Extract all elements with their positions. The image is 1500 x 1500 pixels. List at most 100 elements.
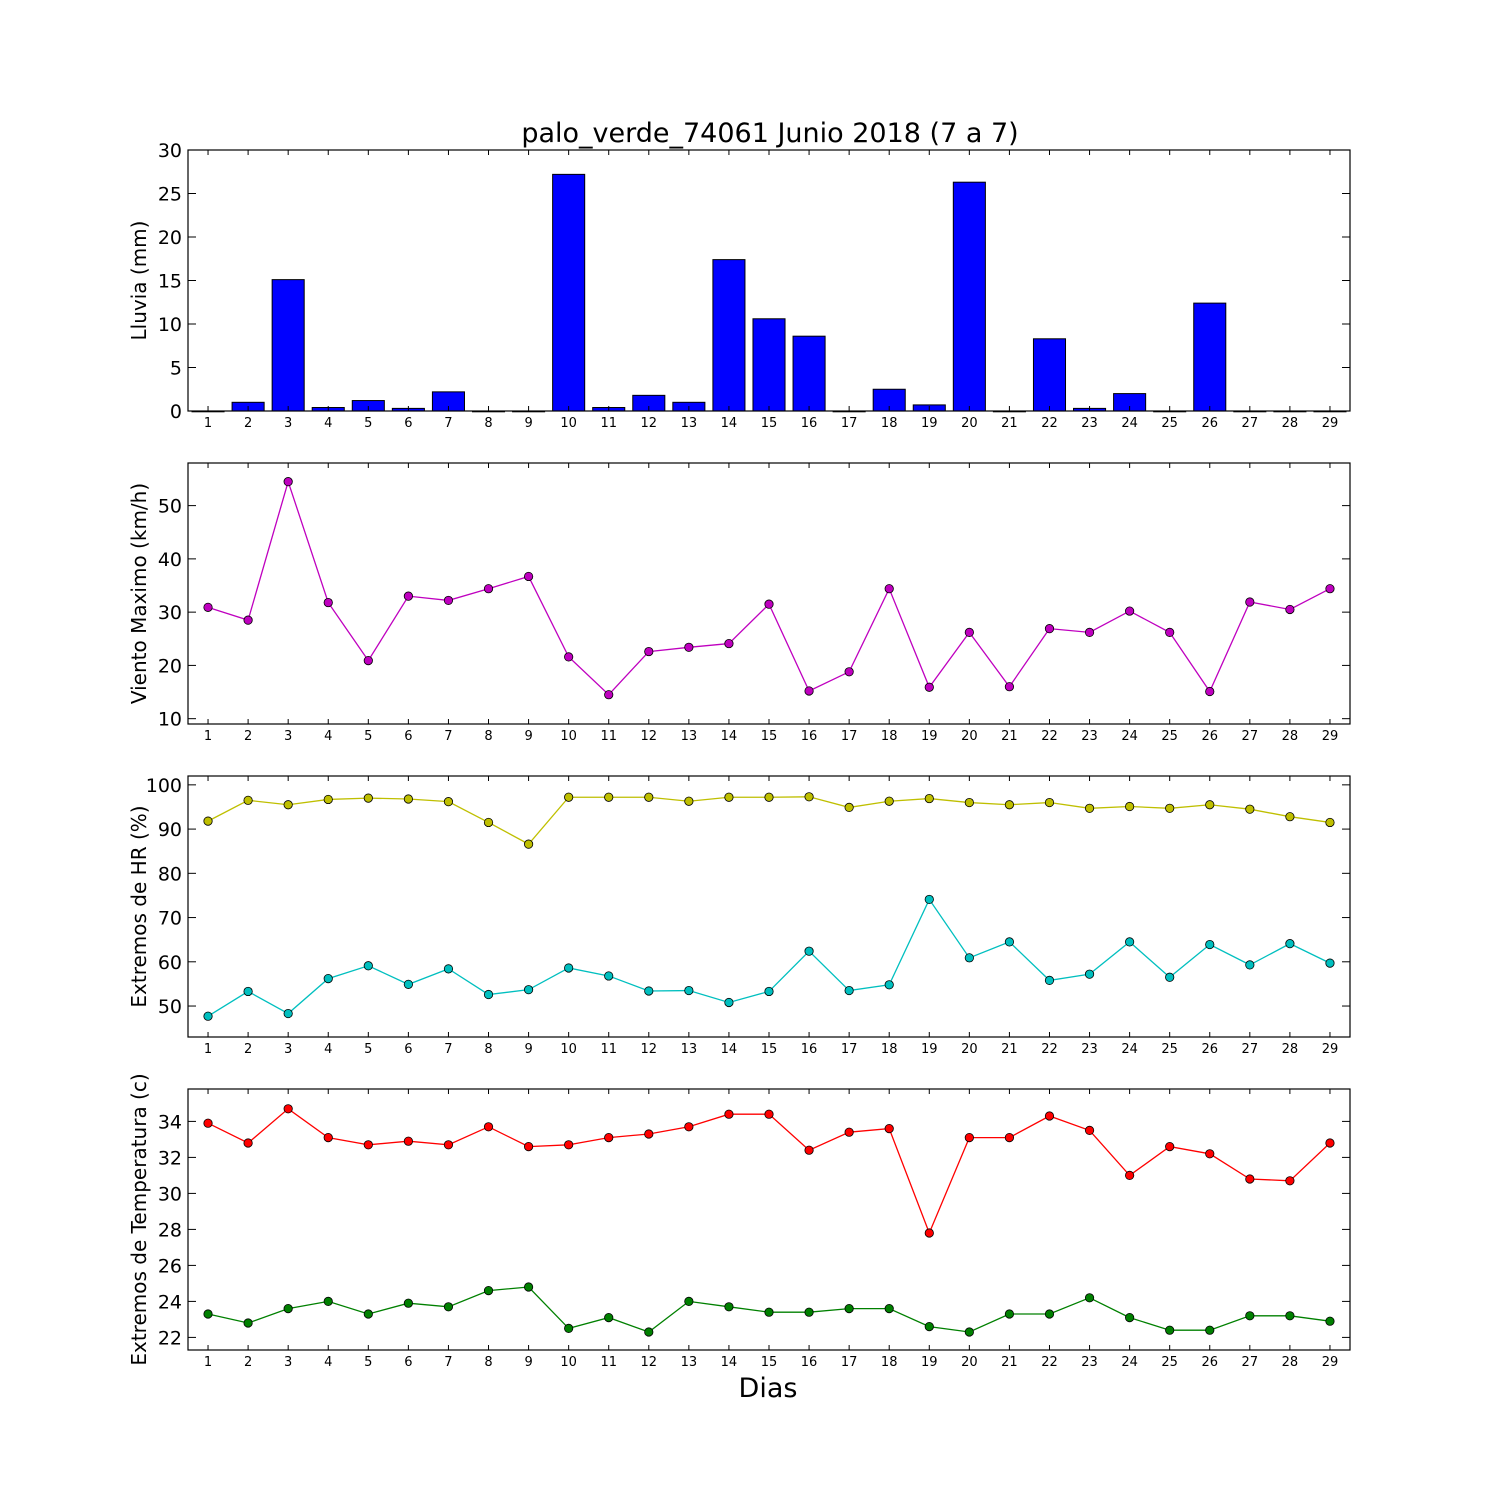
x-tick-label: 10 bbox=[560, 1042, 577, 1057]
point-series1-day-3 bbox=[283, 477, 293, 487]
x-axis-label: Dias bbox=[739, 1373, 798, 1404]
x-tick-label: 15 bbox=[761, 1042, 778, 1057]
x-tick-label: 22 bbox=[1041, 416, 1058, 431]
x-tick-label: 27 bbox=[1242, 729, 1259, 744]
point-series1-day-17 bbox=[844, 1127, 854, 1137]
x-tick-label: 2 bbox=[244, 1042, 252, 1057]
bar-day-16 bbox=[792, 335, 826, 412]
y-tick-label: 50 bbox=[158, 996, 182, 1018]
point-series1-day-26 bbox=[1205, 1149, 1215, 1159]
x-tick-label: 22 bbox=[1041, 1355, 1058, 1370]
point-series1-day-7 bbox=[443, 797, 454, 807]
point-series1-day-29 bbox=[1325, 817, 1335, 828]
x-tick-label: 15 bbox=[761, 416, 778, 431]
x-tick-label: 25 bbox=[1161, 1042, 1178, 1057]
point-series1-day-26 bbox=[1205, 800, 1215, 810]
point-series1-day-17 bbox=[844, 802, 854, 813]
y-tick-label: 22 bbox=[158, 1327, 182, 1349]
point-series1-day-11 bbox=[604, 690, 614, 700]
point-series2-day-5 bbox=[363, 1309, 373, 1319]
y-tick-label: 28 bbox=[158, 1219, 182, 1241]
point-series2-day-18 bbox=[884, 980, 894, 990]
point-series1-day-27 bbox=[1245, 597, 1255, 607]
x-tick-label: 3 bbox=[284, 416, 292, 431]
point-series1-day-5 bbox=[363, 1140, 373, 1150]
point-series2-day-6 bbox=[403, 979, 413, 989]
x-tick-label: 1 bbox=[204, 1042, 212, 1057]
x-tick-label: 26 bbox=[1201, 416, 1218, 431]
x-tick-label: 25 bbox=[1161, 416, 1178, 431]
point-series1-day-25 bbox=[1165, 627, 1175, 637]
figure-title: palo_verde_74061 Junio 2018 (7 a 7) bbox=[521, 118, 1018, 149]
point-series1-day-24 bbox=[1125, 1170, 1135, 1181]
point-series2-day-12 bbox=[644, 1327, 654, 1337]
x-tick-label: 9 bbox=[524, 1355, 532, 1370]
point-series2-day-7 bbox=[443, 964, 454, 974]
y-tick-label: 30 bbox=[158, 140, 182, 162]
point-series1-day-12 bbox=[644, 646, 654, 657]
point-series1-day-9 bbox=[523, 839, 534, 849]
x-tick-label: 4 bbox=[324, 729, 332, 744]
y-tick-label: 34 bbox=[158, 1111, 182, 1133]
point-series1-day-10 bbox=[564, 652, 574, 662]
x-tick-label: 7 bbox=[444, 1042, 452, 1057]
point-series1-day-21 bbox=[1004, 800, 1015, 810]
y-tick-label: 10 bbox=[158, 314, 182, 336]
point-series1-day-23 bbox=[1084, 627, 1095, 637]
point-series1-day-20 bbox=[964, 627, 974, 637]
panels: 1 2 3 4 5 6 7 8 9 10 11 12 13 14 15 16 17 18 19 20 21 22 23 24 2… bbox=[127, 140, 1351, 1370]
point-series1-day-8 bbox=[483, 817, 494, 828]
point-series1-day-22 bbox=[1044, 624, 1055, 634]
y-tick-label: 32 bbox=[158, 1147, 182, 1169]
point-series1-day-6 bbox=[403, 1136, 413, 1146]
y-axis-label: Extremos de HR (%) bbox=[127, 805, 151, 1007]
x-tick-label: 23 bbox=[1081, 1355, 1098, 1370]
x-tick-label: 13 bbox=[681, 729, 698, 744]
point-series1-day-19 bbox=[924, 793, 934, 804]
point-series1-day-12 bbox=[644, 792, 654, 802]
x-tick-label: 16 bbox=[801, 416, 818, 431]
point-series1-day-11 bbox=[604, 1133, 614, 1143]
x-tick-label: 15 bbox=[761, 1355, 778, 1370]
x-tick-label: 23 bbox=[1081, 729, 1098, 744]
point-series2-day-23 bbox=[1084, 969, 1095, 979]
x-tick-label: 5 bbox=[364, 416, 372, 431]
point-series2-day-25 bbox=[1165, 972, 1175, 982]
x-tick-label: 18 bbox=[881, 729, 898, 744]
x-tick-label: 23 bbox=[1081, 1042, 1098, 1057]
y-tick-label: 80 bbox=[158, 863, 182, 885]
bar-day-22 bbox=[1032, 338, 1067, 412]
y-tick-label: 5 bbox=[170, 358, 182, 380]
point-series1-day-6 bbox=[403, 591, 413, 601]
point-series2-day-15 bbox=[764, 986, 774, 997]
bar-day-14 bbox=[712, 259, 746, 412]
point-series2-day-4 bbox=[323, 1296, 333, 1307]
x-tick-label: 17 bbox=[841, 416, 858, 431]
x-tick-label: 15 bbox=[761, 729, 778, 744]
point-series1-day-18 bbox=[884, 796, 894, 806]
point-series2-day-9 bbox=[523, 985, 534, 995]
x-tick-label: 3 bbox=[284, 1355, 292, 1370]
x-tick-label: 16 bbox=[801, 729, 818, 744]
panel-4: 1 2 3 4 5 6 7 8 9 10 11 12 13 14 15 16 17 18 19 20 21 22 23 24 2… bbox=[127, 1073, 1351, 1370]
point-series2-day-12 bbox=[644, 986, 654, 996]
point-series2-day-17 bbox=[844, 1304, 854, 1314]
point-series1-day-16 bbox=[804, 686, 814, 696]
point-series2-day-16 bbox=[804, 946, 814, 956]
y-tick-label: 26 bbox=[158, 1255, 182, 1277]
x-tick-label: 16 bbox=[801, 1355, 818, 1370]
y-tick-label: 24 bbox=[158, 1291, 182, 1313]
x-tick-label: 29 bbox=[1322, 1355, 1339, 1370]
x-tick-label: 20 bbox=[961, 416, 978, 431]
x-tick-label: 6 bbox=[404, 729, 412, 744]
x-tick-label: 20 bbox=[961, 729, 978, 744]
x-tick-label: 12 bbox=[641, 729, 658, 744]
x-tick-label: 5 bbox=[364, 1355, 372, 1370]
x-tick-label: 11 bbox=[600, 729, 617, 744]
x-tick-label: 16 bbox=[801, 1042, 818, 1057]
point-series1-day-8 bbox=[483, 1122, 494, 1132]
x-tick-label: 13 bbox=[681, 1355, 698, 1370]
y-tick-label: 20 bbox=[158, 655, 182, 677]
x-tick-label: 29 bbox=[1322, 416, 1339, 431]
